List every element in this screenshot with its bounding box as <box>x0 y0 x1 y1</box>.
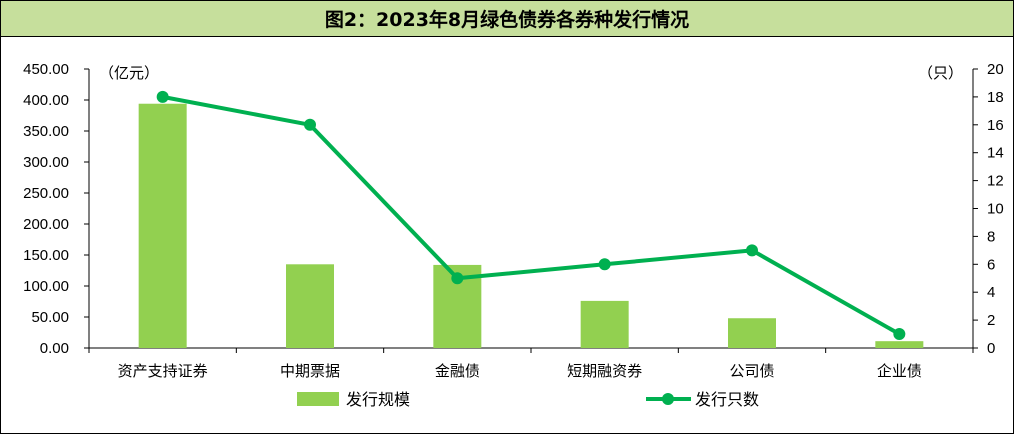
left-tick-label: 250.00 <box>23 185 69 202</box>
line-point-3 <box>451 272 464 285</box>
legend-line-label: 发行只数 <box>695 390 759 409</box>
chart-plot: 0.00 50.00 100.00 150.00 200.00 250.00 300.00 3… <box>23 61 1004 409</box>
x-tick-label: 资产支持证券 <box>118 362 208 380</box>
bar-2 <box>286 264 334 348</box>
left-tick-label: 0.00 <box>40 340 69 357</box>
y-left-axis-label: （亿元） <box>99 64 159 82</box>
legend-line-marker <box>662 393 674 405</box>
x-tick-label: 金融债 <box>435 362 480 380</box>
bar-5 <box>728 318 776 348</box>
bar-4 <box>580 300 629 348</box>
left-tick-label: 400.00 <box>23 92 69 109</box>
right-tick-label: 10 <box>987 201 1004 218</box>
x-tick-label: 短期融资券 <box>567 362 642 380</box>
x-tick-label: 中期票据 <box>280 362 340 380</box>
line-point-4 <box>598 258 611 271</box>
bar-6 <box>875 341 924 348</box>
legend-bar-label: 发行规模 <box>346 390 410 409</box>
left-tick-label: 350.00 <box>23 123 69 140</box>
legend-bar-swatch <box>297 392 339 406</box>
right-tick-label: 2 <box>987 312 995 329</box>
right-tick-label: 18 <box>987 89 1004 106</box>
x-tick-label: 公司债 <box>729 362 774 380</box>
chart-title: 图2：2023年8月绿色债券各券种发行情况 <box>1 1 1013 37</box>
bar-1 <box>138 103 187 348</box>
right-tick-label: 16 <box>987 117 1004 134</box>
right-tick-label: 8 <box>987 228 995 245</box>
x-tick-label: 企业债 <box>877 362 922 380</box>
right-tick-label: 20 <box>987 61 1004 78</box>
right-tick-label: 6 <box>987 256 995 273</box>
left-tick-label: 200.00 <box>23 216 69 233</box>
right-tick-label: 4 <box>987 284 995 301</box>
line-point-5 <box>746 244 758 257</box>
line-point-1 <box>156 90 169 103</box>
left-tick-label: 300.00 <box>23 154 69 171</box>
left-tick-label: 100.00 <box>23 278 69 295</box>
line-point-2 <box>304 118 316 131</box>
right-tick-label: 12 <box>987 173 1004 190</box>
y-right-axis-label: （只） <box>918 64 963 82</box>
left-tick-label: 150.00 <box>23 247 69 264</box>
right-tick-label: 0 <box>987 340 995 357</box>
line-series <box>162 94 901 336</box>
left-tick-label: 450.00 <box>23 61 69 78</box>
right-tick-label: 14 <box>987 145 1004 162</box>
line-point-6 <box>893 328 906 341</box>
left-tick-label: 50.00 <box>31 309 69 326</box>
